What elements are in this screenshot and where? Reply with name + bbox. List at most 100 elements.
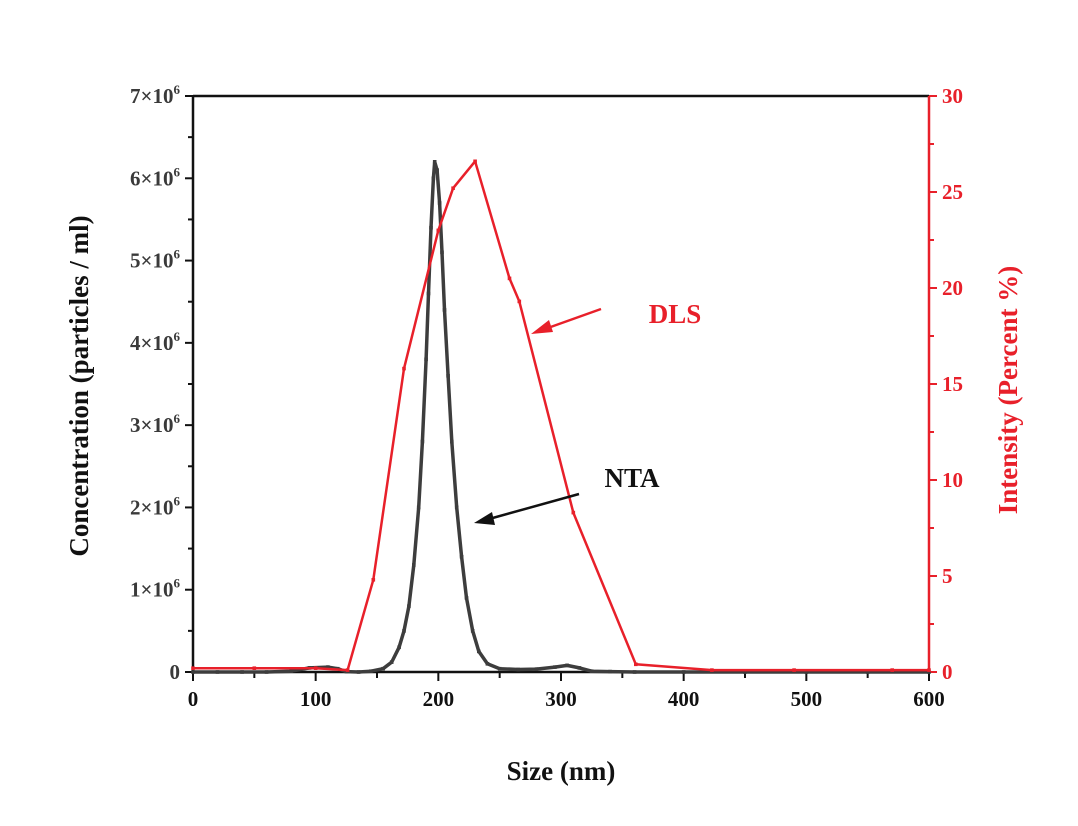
left-axis-title: Concentration (particles / ml) bbox=[64, 215, 94, 556]
nta-point bbox=[804, 670, 809, 674]
nta-arrow-head bbox=[474, 512, 495, 525]
dls-point bbox=[634, 662, 638, 667]
series-layer bbox=[191, 159, 931, 674]
dls-label: DLS bbox=[649, 299, 702, 329]
nta-annotation: NTA bbox=[474, 463, 660, 525]
dls-point bbox=[451, 186, 455, 190]
left-tick-label-base: 2×10 bbox=[130, 495, 173, 519]
x-tick-label: 100 bbox=[300, 687, 332, 711]
left-tick-label: 4×106 bbox=[130, 329, 180, 355]
nta-point bbox=[440, 250, 444, 255]
nta-point bbox=[485, 662, 490, 666]
nta-point bbox=[497, 666, 502, 671]
x-tick-label: 0 bbox=[188, 687, 199, 711]
x-tick-label: 500 bbox=[791, 687, 823, 711]
nta-point bbox=[589, 669, 594, 673]
nta-point bbox=[534, 667, 539, 671]
nta-point bbox=[429, 225, 433, 230]
nta-point bbox=[437, 201, 442, 205]
nta-point bbox=[424, 357, 428, 362]
dls-point bbox=[345, 668, 350, 672]
dls-point bbox=[473, 159, 477, 164]
nta-point bbox=[565, 663, 569, 668]
nta-line bbox=[193, 160, 929, 674]
dls-point bbox=[402, 366, 406, 371]
dls-point bbox=[571, 510, 576, 515]
dls-arrow-head bbox=[531, 320, 553, 334]
nta-point bbox=[446, 374, 450, 378]
nta-point bbox=[681, 670, 686, 674]
nta-point bbox=[264, 670, 269, 674]
nta-point bbox=[516, 667, 520, 672]
left-tick-label-exponent: 6 bbox=[174, 576, 181, 591]
right-axis-title: Intensity (Percent %) bbox=[993, 266, 1023, 514]
left-tick-label: 2×106 bbox=[130, 493, 180, 519]
nta-point bbox=[402, 629, 406, 633]
nta-point bbox=[577, 666, 582, 670]
x-axis-ticks: 0 100 200 300 400 500 600 bbox=[188, 672, 945, 711]
right-tick-label: 10 bbox=[942, 468, 963, 492]
dls-point bbox=[710, 668, 714, 672]
left-tick-label-base: 3×10 bbox=[130, 413, 173, 437]
nta-series bbox=[191, 160, 931, 674]
dls-arrow-shaft bbox=[544, 307, 602, 331]
right-tick-label: 30 bbox=[942, 84, 963, 108]
nta-point bbox=[381, 666, 385, 671]
right-axis-ticks: 0 5 10 15 20 25 30 bbox=[929, 84, 963, 684]
dls-point bbox=[436, 228, 441, 233]
dls-point bbox=[371, 578, 376, 582]
nta-point bbox=[416, 505, 421, 510]
nta-point bbox=[431, 176, 436, 181]
dls-point bbox=[792, 668, 796, 672]
right-tick-label: 15 bbox=[942, 372, 963, 396]
nta-point bbox=[389, 660, 394, 664]
nta-point bbox=[426, 291, 431, 296]
nta-point bbox=[442, 308, 447, 312]
nta-point bbox=[464, 596, 469, 600]
nta-point bbox=[470, 629, 475, 633]
nta-point bbox=[608, 669, 612, 674]
nta-point bbox=[865, 670, 870, 674]
nta-point bbox=[420, 439, 425, 444]
nta-point bbox=[289, 669, 293, 673]
left-tick-label-base: 7×10 bbox=[130, 84, 173, 108]
x-axis-title: Size (nm) bbox=[507, 756, 616, 786]
left-tick-label-exponent: 6 bbox=[174, 493, 181, 508]
left-tick-label-exponent: 6 bbox=[174, 164, 181, 179]
nta-point bbox=[553, 665, 557, 669]
left-tick-label: 1×106 bbox=[130, 576, 180, 602]
dls-point bbox=[313, 666, 318, 670]
nta-point bbox=[432, 160, 437, 164]
dls-annotation: DLS bbox=[531, 299, 701, 334]
right-tick-label: 25 bbox=[942, 180, 963, 204]
nta-point bbox=[927, 670, 931, 674]
nta-point bbox=[356, 670, 361, 674]
x-tick-label: 200 bbox=[423, 687, 455, 711]
nta-point bbox=[240, 670, 244, 674]
nta-label: NTA bbox=[604, 463, 660, 493]
dls-point bbox=[191, 666, 195, 670]
left-tick-label-exponent: 6 bbox=[174, 411, 181, 426]
nta-point bbox=[215, 670, 220, 674]
x-tick-label: 400 bbox=[668, 687, 700, 711]
nta-point bbox=[743, 670, 747, 674]
nta-arrow-shaft bbox=[488, 492, 580, 521]
axes-layer bbox=[191, 94, 931, 674]
x-tick-label: 600 bbox=[913, 687, 945, 711]
nta-point bbox=[435, 168, 439, 172]
nta-point bbox=[369, 669, 373, 673]
nta-point bbox=[632, 670, 637, 674]
left-tick-label: 6×106 bbox=[130, 164, 180, 190]
nta-point bbox=[412, 563, 416, 567]
dls-point bbox=[927, 668, 931, 672]
dls-line bbox=[193, 160, 929, 672]
dls-point bbox=[517, 299, 522, 304]
nta-point bbox=[477, 649, 481, 654]
left-tick-label: 5×106 bbox=[130, 247, 180, 273]
dls-point bbox=[890, 668, 894, 672]
nta-point bbox=[459, 555, 464, 559]
left-tick-label: 7×106 bbox=[130, 82, 180, 108]
left-tick-label: 3×106 bbox=[130, 411, 180, 437]
